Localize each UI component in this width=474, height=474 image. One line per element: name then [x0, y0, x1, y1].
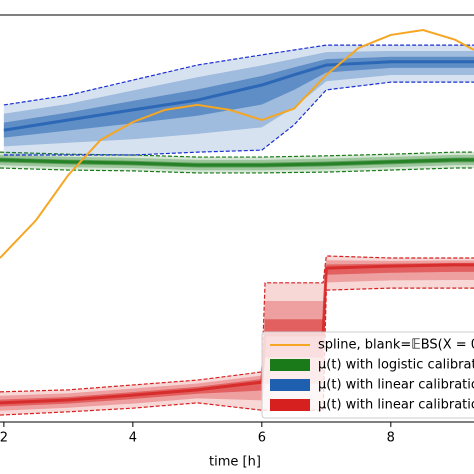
x-tick-label: 4: [129, 431, 137, 446]
legend-box: [261, 331, 474, 419]
legend-swatch: [270, 379, 310, 391]
band-center: [0, 158, 474, 167]
x-axis-label: time [h]: [209, 455, 261, 470]
x-tick-label: 8: [387, 431, 395, 446]
legend-swatch: [270, 399, 310, 411]
band-fill: [0, 152, 474, 173]
band-fill: [0, 260, 474, 411]
band-center: [3, 60, 474, 132]
band-bound: [0, 255, 474, 393]
legend-label: μ(t) with logistic calibration: [318, 358, 474, 373]
legend-swatch: [270, 359, 310, 371]
legend: spline, blank=𝔼BS(X = 0) μ(t) with logist…: [261, 331, 474, 419]
x-tick-label: 2: [0, 431, 8, 446]
legend-label: spline, blank=𝔼BS(X = 0): [318, 338, 474, 353]
legend-label: μ(t) with linear calibration: [318, 398, 474, 413]
band-fill: [0, 154, 474, 171]
legend-label: μ(t) with linear calibration: [318, 378, 474, 393]
band-bound: [0, 167, 474, 174]
band-bound: [0, 151, 474, 158]
plot-frame: [0, 14, 474, 423]
spline-line: [0, 29, 474, 259]
band-fill: [3, 56, 474, 138]
band-bound: [3, 81, 474, 156]
band-fill: [0, 157, 474, 168]
band-bound: [3, 44, 474, 106]
x-tick-label: 6: [258, 431, 266, 446]
